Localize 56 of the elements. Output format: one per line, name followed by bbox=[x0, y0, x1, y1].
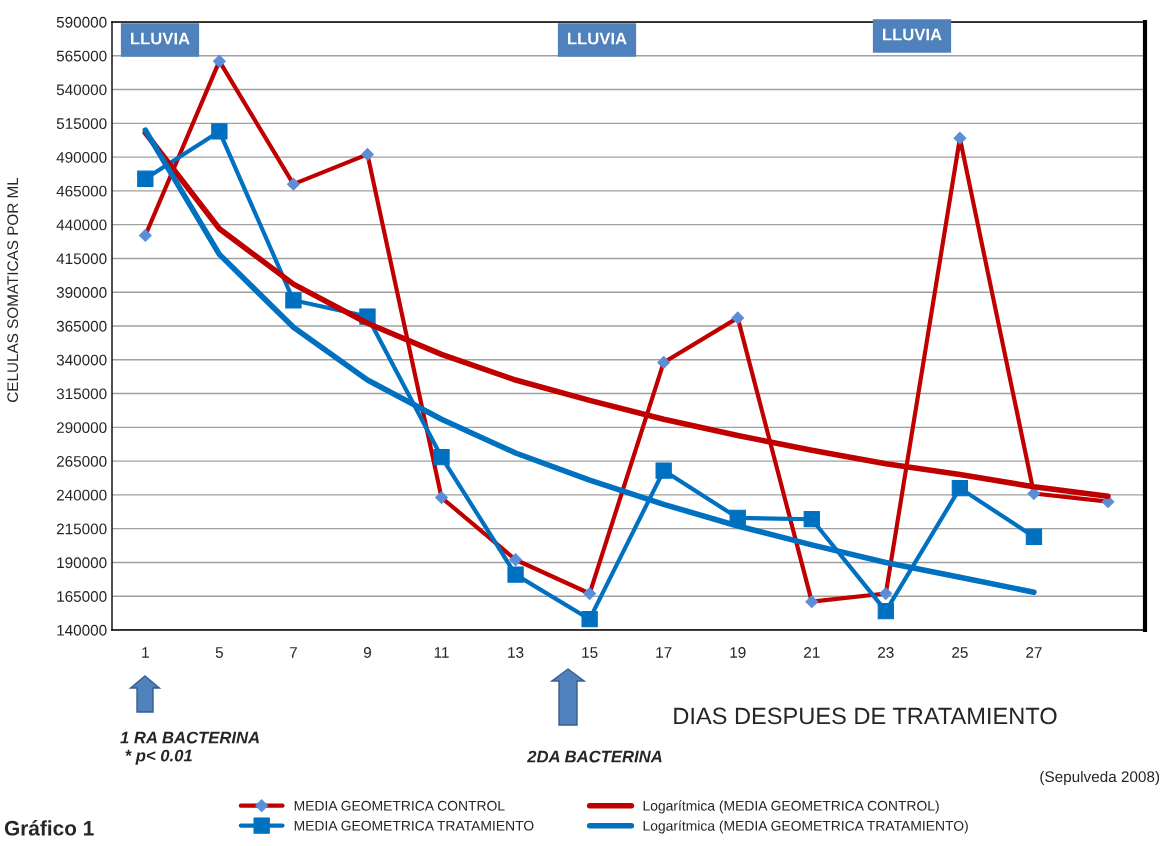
text: 2DA BACTERINA bbox=[526, 750, 662, 763]
y-tick-label: 365000 bbox=[56, 320, 107, 332]
point bbox=[581, 611, 598, 628]
text: 1 RA BACTERINA * p< 0.01 bbox=[120, 731, 259, 765]
y-tick-label: 140000 bbox=[57, 624, 107, 636]
x-tick-label: 25 bbox=[952, 647, 968, 658]
text: (Sepulveda 2008) bbox=[1040, 770, 1160, 786]
y-tick-label: 490000 bbox=[56, 151, 107, 163]
y-tick-label: 165000 bbox=[57, 591, 107, 602]
y-tick-label: 390000 bbox=[56, 287, 107, 298]
point bbox=[803, 511, 820, 528]
x-tick-label: 17 bbox=[656, 647, 672, 658]
x-tick-label: 9 bbox=[363, 647, 371, 658]
legend-label: MEDIA GEOMETRICA TRATAMIENTO bbox=[294, 820, 534, 831]
y-tick-label: 265000 bbox=[56, 455, 107, 467]
y-tick-label: 590000 bbox=[56, 16, 107, 28]
y-tick-label: 540000 bbox=[56, 84, 107, 96]
point bbox=[655, 462, 672, 479]
y-tick-label: 415000 bbox=[56, 253, 107, 265]
point bbox=[433, 448, 450, 466]
y-tick-label: 340000 bbox=[56, 354, 107, 366]
point bbox=[507, 566, 524, 583]
legend-label: MEDIA GEOMETRICA CONTROL bbox=[294, 800, 505, 811]
y-tick-label: 240000 bbox=[56, 489, 107, 501]
y-tick-label: 440000 bbox=[56, 219, 107, 231]
x-tick-label: 11 bbox=[434, 647, 449, 658]
annotation: LLUVIA bbox=[883, 28, 942, 41]
y-axis-title: CELULAS SOMATICAS POR ML bbox=[7, 177, 19, 402]
y-tick-label: 290000 bbox=[56, 422, 107, 434]
point bbox=[137, 170, 154, 187]
point bbox=[285, 292, 302, 309]
y-tick-label: 315000 bbox=[56, 388, 107, 400]
x-axis-title: DIAS DESPUES DE TRATAMIENTO bbox=[674, 707, 1057, 725]
annotation: LLUVIA bbox=[131, 32, 190, 45]
x-tick-label: 23 bbox=[878, 647, 894, 658]
x-tick-label: 27 bbox=[1026, 647, 1042, 658]
x-tick-label: 21 bbox=[804, 647, 820, 658]
x-tick-label: 13 bbox=[508, 647, 524, 658]
y-tick-label: 565000 bbox=[56, 50, 107, 62]
point bbox=[211, 123, 228, 140]
x-tick-label: 15 bbox=[582, 647, 598, 658]
point bbox=[951, 479, 969, 497]
y-tick-label: 190000 bbox=[57, 557, 107, 569]
point bbox=[1025, 528, 1043, 545]
x-tick-label: 1 bbox=[142, 647, 149, 658]
legend-label: Logarítmica (MEDIA GEOMETRICA TRATAMIENTO) bbox=[643, 820, 968, 834]
point bbox=[877, 602, 894, 620]
x-tick-label: 7 bbox=[289, 647, 297, 658]
x-tick-label: 19 bbox=[730, 647, 746, 658]
legend-label: Logarítmica (MEDIA GEOMETRICA CONTROL) bbox=[643, 800, 939, 814]
text: Gráfico 1 bbox=[4, 820, 94, 836]
annotation: LLUVIA bbox=[568, 32, 627, 45]
y-tick-label: 215000 bbox=[56, 523, 107, 535]
y-tick-label: 515000 bbox=[56, 118, 107, 130]
y-tick-label: 465000 bbox=[56, 185, 107, 197]
x-tick-label: 5 bbox=[215, 647, 223, 658]
